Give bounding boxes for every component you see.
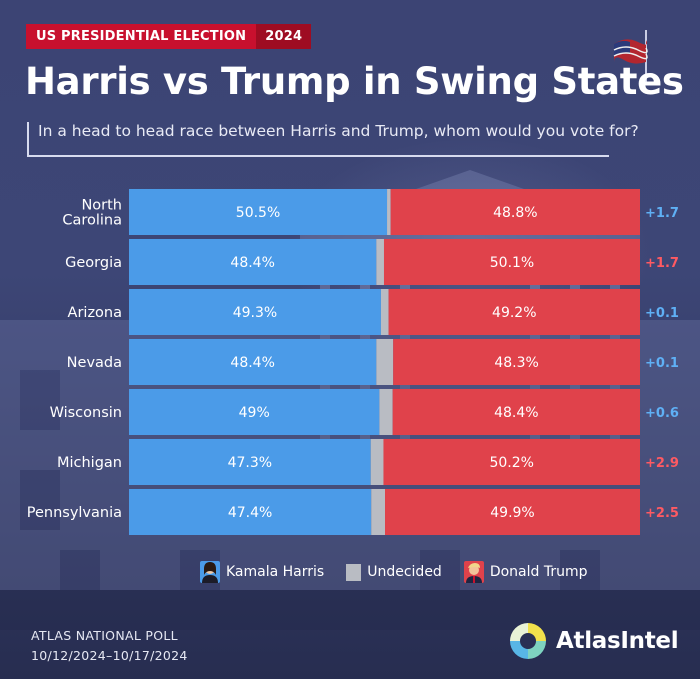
bar-undecided — [371, 489, 386, 535]
state-label: Michigan — [57, 455, 122, 471]
bar-donald-trump — [390, 189, 640, 235]
data-label-donald-trump: 48.8% — [493, 205, 537, 221]
data-label-donald-trump: 49.2% — [492, 305, 536, 321]
bar-undecided — [376, 339, 394, 385]
legend-label-undecided: Undecided — [367, 564, 442, 580]
state-label: Pennsylvania — [27, 505, 122, 521]
margin-label: +2.5 — [645, 506, 679, 521]
data-label-kamala-harris: 49.3% — [233, 305, 277, 321]
legend-label-trump: Donald Trump — [489, 564, 588, 580]
bar-undecided — [380, 289, 389, 335]
bar-kamala-harris — [129, 189, 388, 235]
atlasintel-logo-icon — [510, 623, 546, 659]
legend-label-harris: Kamala Harris — [226, 564, 325, 580]
poll-name: ATLAS NATIONAL POLL — [31, 628, 178, 643]
undecided-swatch — [346, 563, 362, 581]
data-label-kamala-harris: 47.3% — [228, 455, 272, 471]
question-underline — [27, 155, 609, 157]
margin-label: +2.9 — [645, 456, 679, 471]
legend-item-harris: Kamala Harris — [200, 561, 324, 583]
brand-name: AtlasIntel — [556, 628, 679, 654]
bar-donald-trump — [383, 439, 640, 485]
bar-donald-trump — [383, 239, 640, 285]
bar-kamala-harris — [129, 439, 371, 485]
data-label-kamala-harris: 47.4% — [228, 505, 272, 521]
badge-label: US PRESIDENTIAL ELECTION — [26, 24, 257, 49]
state-label: Arizona — [68, 305, 122, 321]
state-label: North Carolina — [62, 198, 122, 229]
bar-donald-trump — [393, 339, 640, 385]
data-label-donald-trump: 48.3% — [494, 355, 538, 371]
margin-label: +1.7 — [645, 256, 679, 271]
harris-avatar-icon — [200, 561, 220, 583]
state-label: Nevada — [67, 355, 122, 371]
bar-undecided — [387, 189, 391, 235]
data-label-kamala-harris: 50.5% — [236, 205, 280, 221]
legend-item-undecided: Undecided — [346, 563, 442, 581]
data-label-donald-trump: 50.2% — [489, 455, 533, 471]
margin-label: +0.6 — [645, 406, 679, 421]
bar-kamala-harris — [129, 339, 377, 385]
bar-kamala-harris — [129, 489, 372, 535]
poll-dates: 10/12/2024–10/17/2024 — [31, 648, 188, 663]
state-label: Georgia — [65, 255, 122, 271]
legend: Kamala Harris Undecided Donald Trump — [200, 559, 587, 585]
bar-undecided — [376, 239, 384, 285]
atlasintel-logo: AtlasIntel — [508, 621, 679, 661]
legend-item-trump: Donald Trump — [463, 561, 588, 583]
data-label-kamala-harris: 49% — [239, 405, 270, 421]
margin-label: +0.1 — [645, 306, 679, 321]
bar-undecided — [379, 389, 393, 435]
trump-avatar-icon — [463, 561, 484, 583]
data-label-kamala-harris: 48.4% — [230, 355, 274, 371]
us-flag-icon — [613, 30, 648, 83]
election-badge: US PRESIDENTIAL ELECTION 2024 — [26, 24, 312, 49]
margin-label: +1.7 — [645, 206, 679, 221]
data-label-donald-trump: 49.9% — [490, 505, 534, 521]
page-title: Harris vs Trump in Swing States — [25, 60, 684, 103]
margin-label: +0.1 — [645, 356, 679, 371]
bar-donald-trump — [388, 289, 640, 335]
footer: ATLAS NATIONAL POLL 10/12/2024–10/17/202… — [31, 626, 188, 666]
bar-kamala-harris — [129, 239, 377, 285]
bar-undecided — [370, 439, 384, 485]
data-label-donald-trump: 48.4% — [494, 405, 538, 421]
bar-donald-trump — [392, 389, 640, 435]
badge-year: 2024 — [256, 24, 312, 49]
bar-kamala-harris — [129, 389, 380, 435]
state-label: Wisconsin — [50, 405, 122, 421]
poll-question: In a head to head race between Harris an… — [27, 122, 639, 156]
bar-kamala-harris — [129, 289, 381, 335]
data-label-donald-trump: 50.1% — [490, 255, 534, 271]
data-label-kamala-harris: 48.4% — [230, 255, 274, 271]
bar-donald-trump — [385, 489, 640, 535]
